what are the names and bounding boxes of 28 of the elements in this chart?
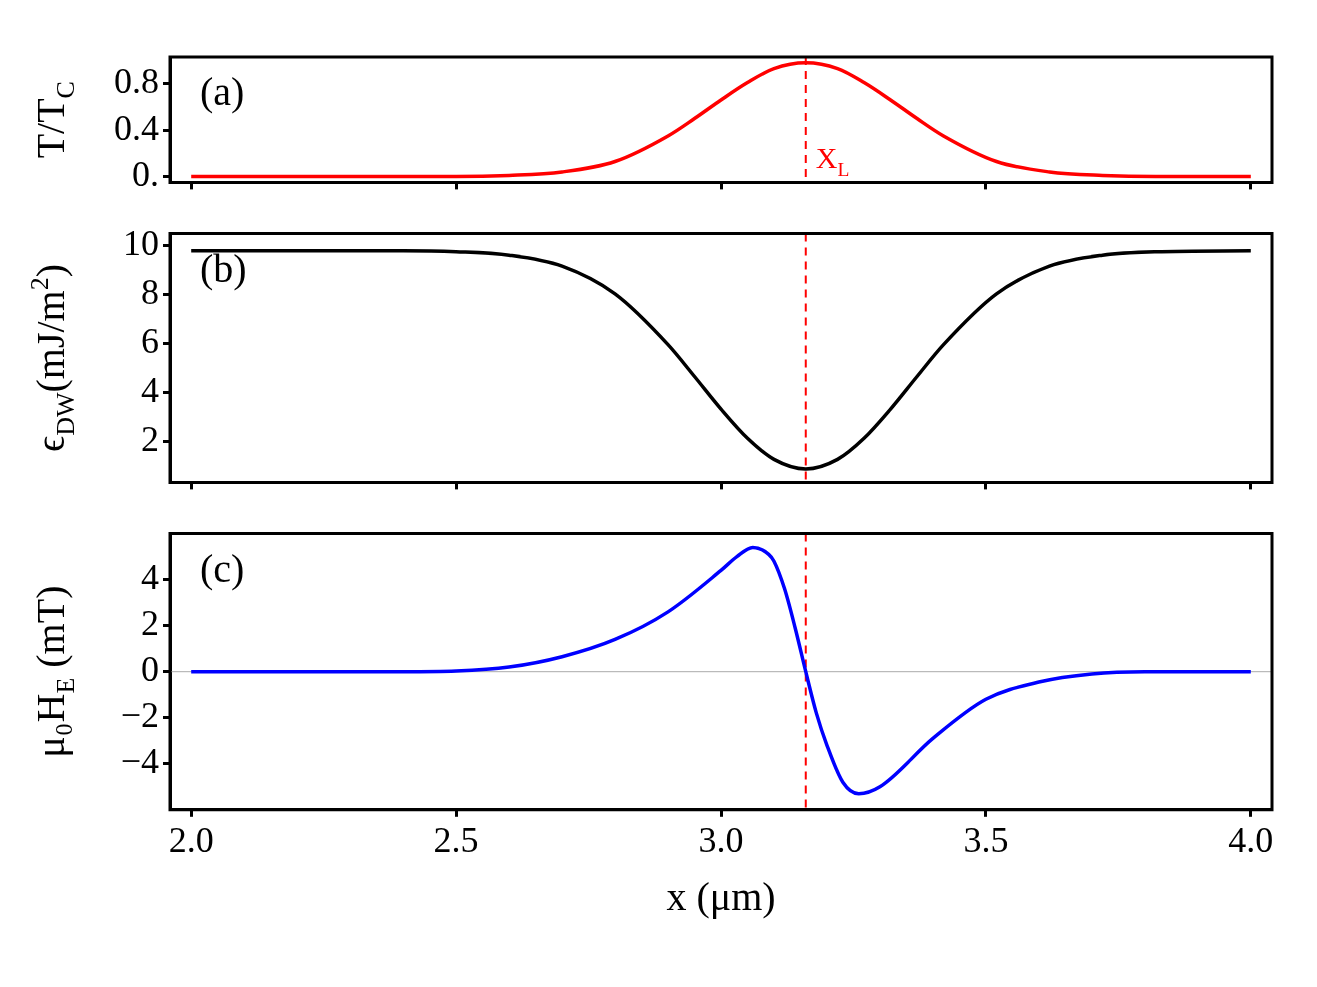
- x-tick-label: 3.0: [698, 819, 744, 860]
- y-tick-label: 2: [141, 419, 159, 460]
- y-tick-label: 0.4: [114, 107, 159, 148]
- y-tick-label: 4: [141, 557, 159, 598]
- x-axis-title: x (μm): [666, 874, 776, 919]
- annotation: (b): [200, 245, 247, 291]
- y-tick-label: −4: [120, 741, 159, 782]
- y-tick-label: 4: [141, 370, 159, 411]
- annotation: (c): [200, 545, 245, 591]
- y-tick-label: 0.8: [114, 61, 159, 102]
- y-tick-label: 8: [141, 272, 159, 313]
- y-tick-label: 6: [141, 321, 159, 362]
- y-tick-label: 2: [141, 603, 159, 644]
- x-tick-label: 3.5: [963, 819, 1009, 860]
- y-tick-label: −2: [120, 695, 159, 736]
- y-tick-label: 0: [141, 649, 159, 690]
- x-tick-label: 2.0: [168, 819, 214, 860]
- y-axis-title: μ₀HE (mT): [28, 585, 80, 758]
- line-series: [189, 249, 1253, 471]
- y-axis-title: T/TC: [28, 81, 80, 159]
- y-axis-title: ϵDW(mJ/m2): [25, 263, 80, 453]
- x-tick-label: 2.5: [433, 819, 479, 860]
- y-tick-label: 0.: [132, 154, 159, 195]
- line-series: [189, 61, 1253, 179]
- annotation: (a): [200, 69, 245, 114]
- y-tick-label: 10: [123, 223, 159, 264]
- x-tick-label: 4.0: [1228, 819, 1274, 860]
- line-series: [189, 545, 1253, 796]
